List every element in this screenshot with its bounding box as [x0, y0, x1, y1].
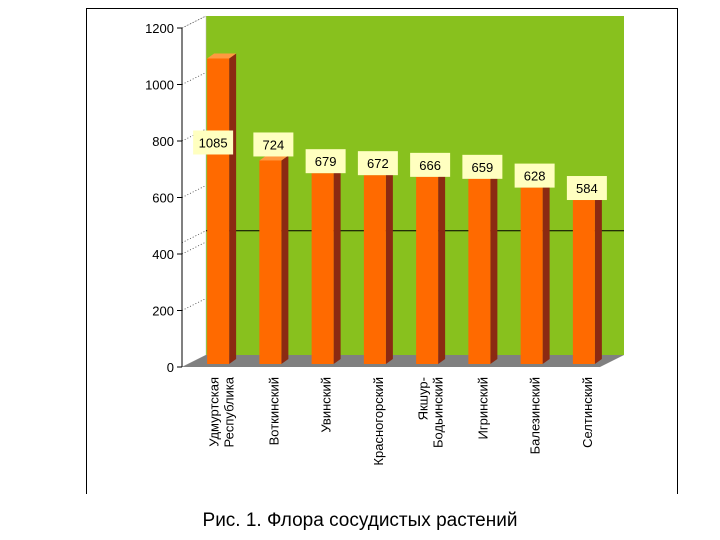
- x-tick-label: Увинский: [319, 377, 334, 433]
- data-label: 1085: [199, 135, 228, 150]
- side-wall: [181, 15, 207, 368]
- figure-caption: Рис. 1. Флора сосудистых растений: [202, 510, 518, 531]
- y-tick-label: 1000: [145, 78, 174, 93]
- bar-side: [385, 170, 393, 364]
- y-tick-label: 0: [167, 360, 174, 375]
- data-label-box: [305, 149, 346, 174]
- x-category-label: Красногорский: [371, 377, 386, 466]
- data-labels: 1085 724 679 672 666 659 628 584: [193, 130, 607, 201]
- x-tick-label: Красногорский: [371, 377, 386, 466]
- y-tick-label: 600: [152, 191, 174, 206]
- x-category-label: Удмуртская Республика: [207, 376, 237, 447]
- bar-side: [542, 182, 550, 364]
- bar-top: [259, 155, 289, 161]
- data-label: 666: [419, 158, 441, 173]
- data-label-box: [357, 151, 398, 176]
- data-label: 584: [576, 181, 598, 196]
- x-category-label: Якшур- Бодьинский: [416, 377, 446, 448]
- back-wall: [206, 16, 624, 355]
- bar: [572, 200, 595, 364]
- y-tick-label: 200: [152, 304, 174, 319]
- bar: [207, 58, 230, 365]
- y-tick-label: 400: [152, 247, 174, 262]
- bar-side: [229, 53, 237, 365]
- data-label: 672: [367, 156, 389, 171]
- x-tick-label: Республика: [222, 376, 237, 447]
- bar: [416, 176, 439, 364]
- floor: [182, 355, 624, 367]
- bars: [207, 53, 602, 365]
- bar: [311, 173, 334, 364]
- data-label-box: [253, 132, 294, 157]
- y-axis: 0 200 400 600 800 1000 1200: [145, 21, 183, 375]
- bar: [520, 187, 543, 364]
- data-label: 724: [263, 137, 285, 152]
- x-tick-label: Балезинский: [528, 377, 543, 454]
- bar-side: [438, 171, 446, 364]
- data-label: 628: [524, 169, 546, 184]
- data-label-box: [193, 130, 234, 155]
- y-tick-label: 800: [152, 134, 174, 149]
- chart-walls: [181, 15, 624, 368]
- bar-top: [207, 53, 237, 59]
- bar-side: [594, 195, 602, 364]
- data-label: 659: [472, 160, 494, 175]
- x-tick-label: Удмуртская: [207, 377, 222, 447]
- x-tick-label: Игринский: [475, 377, 490, 439]
- x-tick-label: Воткинский: [266, 377, 281, 445]
- data-label-box: [462, 154, 503, 179]
- data-label-box: [514, 163, 555, 188]
- x-category-label: Селтинский: [580, 377, 595, 448]
- data-label-box: [410, 152, 451, 177]
- bar: [363, 175, 386, 364]
- data-label-box: [566, 176, 607, 201]
- bar: [468, 178, 491, 364]
- x-tick-label: Бодьинский: [431, 377, 446, 448]
- bar-side: [281, 155, 289, 364]
- x-tick-label: Селтинский: [580, 377, 595, 448]
- bar: [259, 160, 282, 364]
- y-tick-label: 1200: [145, 21, 174, 36]
- x-category-label: Игринский: [475, 377, 490, 439]
- x-tick-label: Якшур-: [416, 377, 431, 420]
- x-category-label: Балезинский: [528, 377, 543, 454]
- bar-side: [333, 168, 341, 364]
- bar-side: [490, 173, 498, 364]
- x-axis: Удмуртская Республика Воткинский Увинский Кр…: [207, 376, 595, 465]
- x-category-label: Воткинский: [266, 377, 281, 445]
- x-category-label: Увинский: [319, 377, 334, 433]
- data-label: 679: [315, 154, 337, 169]
